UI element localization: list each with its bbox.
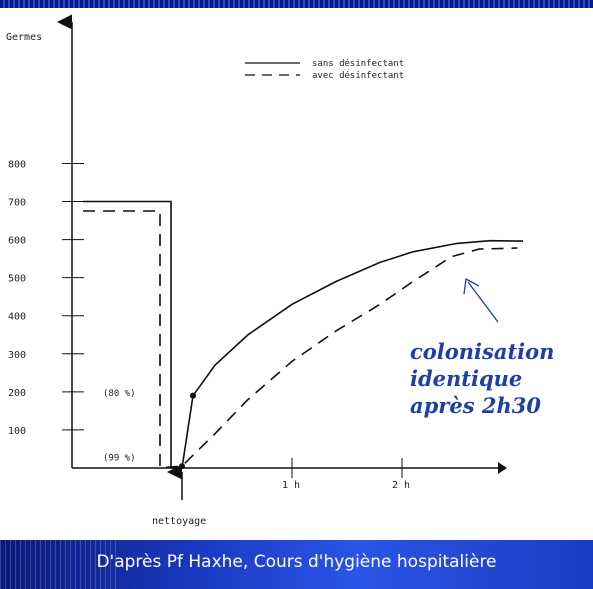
annotation-1: (80 %) <box>103 389 136 399</box>
y-tick-label: 500 <box>8 274 26 285</box>
y-axis-label: Germes <box>6 32 42 43</box>
series <box>83 200 524 470</box>
x-ticks: 1 h 2 h nettoyage <box>152 458 410 527</box>
x-tick-label: 2 h <box>392 480 410 491</box>
callout-line-2: identique <box>410 366 523 391</box>
y-tick-label: 600 <box>8 236 26 247</box>
series-line-1 <box>83 200 524 469</box>
y-tick-label: 100 <box>8 426 26 437</box>
callout-text: colonisation identique après 2h30 <box>410 338 590 419</box>
annotation-2: (99 %) <box>103 454 136 464</box>
x-tick-label: 1 h <box>282 480 300 491</box>
x-axis-arrow <box>498 462 507 474</box>
series-point-99 <box>179 463 185 470</box>
callout-arrow-line <box>467 281 499 323</box>
footer-bar: D'après Pf Haxhe, Cours d'hygiène hospit… <box>0 540 593 589</box>
series-point-80 <box>190 392 196 399</box>
legend-label-2: avec désinfectant <box>312 70 404 81</box>
y-tick-label: 200 <box>8 388 26 399</box>
top-band <box>0 0 593 8</box>
chart-panel: Germes 100 200 300 400 500 600 700 800 1 h 2 h ne… <box>0 8 593 540</box>
y-tick-label: 700 <box>8 198 26 209</box>
y-tick-label: 400 <box>8 312 26 323</box>
axes: Germes <box>6 14 507 474</box>
nettoyage-label: nettoyage <box>152 516 206 527</box>
callout-line-1: colonisation <box>410 339 555 364</box>
y-ticks: 100 200 300 400 500 600 700 800 <box>8 159 84 437</box>
y-tick-label: 300 <box>8 350 26 361</box>
callout-line-3: après 2h30 <box>410 393 541 418</box>
footer-stripes <box>0 540 120 589</box>
chart: Germes 100 200 300 400 500 600 700 800 1 h 2 h ne… <box>6 14 524 527</box>
series-line-2 <box>83 210 518 469</box>
callout-arrow-head <box>463 277 480 295</box>
y-tick-label: 800 <box>8 159 26 170</box>
footer-text: D'après Pf Haxhe, Cours d'hygiène hospit… <box>96 552 497 572</box>
annotations: (80 %) (99 %) <box>103 389 136 464</box>
callout-arrow <box>463 277 499 323</box>
legend-label-1: sans désinfectant <box>312 58 404 69</box>
